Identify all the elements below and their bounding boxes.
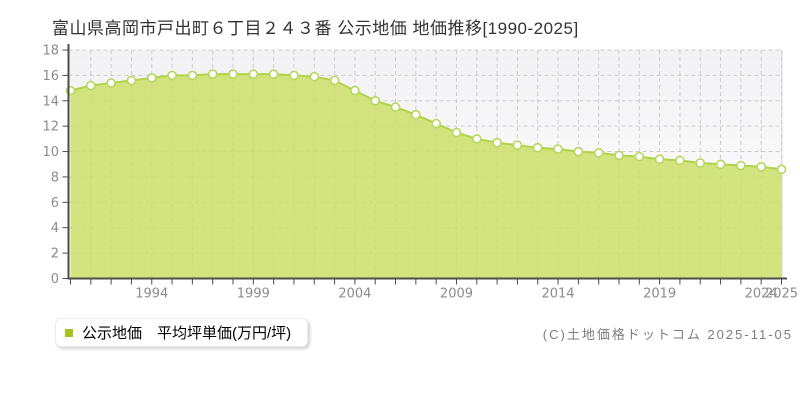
data-point (736, 160, 746, 171)
data-point (532, 142, 543, 153)
data-point (431, 118, 442, 129)
x-tick-label: 2024 (745, 287, 778, 302)
data-point (207, 69, 218, 79)
y-tick-label: 0 (51, 272, 59, 287)
data-point (776, 164, 787, 175)
y-tick-label: 12 (42, 120, 59, 135)
data-point (126, 75, 137, 86)
x-tick-label: 1994 (135, 287, 168, 302)
data-point (86, 80, 96, 91)
y-tick-label: 6 (51, 196, 59, 211)
data-point (410, 109, 421, 120)
price-trend-plot: 0 2 4 6 8 10 12 14 16 18 1994 1999 2004 2009 2014 2019 2… (42, 44, 798, 302)
y-axis-labels: 0 2 4 6 8 10 12 14 16 18 (42, 44, 59, 288)
legend-label: 公示地価 平均坪単価(万円/坪) (82, 325, 292, 342)
data-point (370, 96, 381, 106)
axes (67, 44, 787, 280)
data-point (614, 150, 624, 161)
axis-ticks (62, 49, 782, 285)
x-tick-label: 2004 (338, 287, 371, 302)
legend-marker-icon (65, 328, 73, 337)
data-point (492, 137, 502, 148)
data-point (248, 69, 259, 79)
data-point (268, 69, 279, 79)
data-points (65, 69, 787, 175)
price-trend-chart: 0 2 4 6 8 10 12 14 16 18 1994 1999 2004 2009 2014 2019 2… (42, 44, 798, 302)
data-point (675, 155, 685, 166)
data-point (756, 162, 767, 172)
data-point (329, 75, 340, 86)
data-point (289, 70, 299, 81)
chart-title: 富山県高岡市戸出町６丁目２４３番 公示地価 地価推移[1990-2025] (52, 19, 579, 38)
data-point (106, 78, 116, 88)
y-tick-label: 10 (42, 145, 59, 160)
x-tick-label: 2009 (440, 287, 473, 302)
data-point (167, 70, 177, 81)
data-point (695, 158, 706, 168)
x-tick-label: 1999 (237, 287, 270, 302)
data-point (350, 85, 360, 96)
data-point (471, 134, 482, 144)
y-tick-label: 4 (51, 221, 59, 236)
data-point (593, 148, 604, 158)
data-point (228, 69, 238, 79)
data-point (634, 151, 645, 162)
legend: 公示地価 平均坪単価(万円/坪) (55, 318, 309, 347)
copyright-text: (C)土地価格ドットコム 2025-11-05 (542, 327, 793, 342)
y-tick-label: 2 (51, 247, 59, 262)
data-point (309, 71, 320, 82)
data-point (715, 159, 726, 170)
data-point (451, 127, 462, 138)
y-tick-label: 8 (51, 170, 59, 185)
x-tick-label: 2014 (541, 287, 574, 302)
y-tick-label: 16 (42, 69, 59, 84)
data-point (187, 70, 198, 81)
data-point (512, 140, 523, 150)
data-point (654, 154, 665, 164)
price-area-series (70, 74, 782, 279)
x-tick-label: 2025 (765, 287, 798, 302)
data-point (573, 146, 584, 157)
x-tick-label: 2019 (643, 287, 676, 302)
data-point (390, 102, 401, 112)
data-point (147, 73, 157, 83)
y-tick-label: 14 (42, 94, 59, 109)
y-tick-label: 18 (42, 44, 59, 59)
data-point (553, 144, 563, 154)
